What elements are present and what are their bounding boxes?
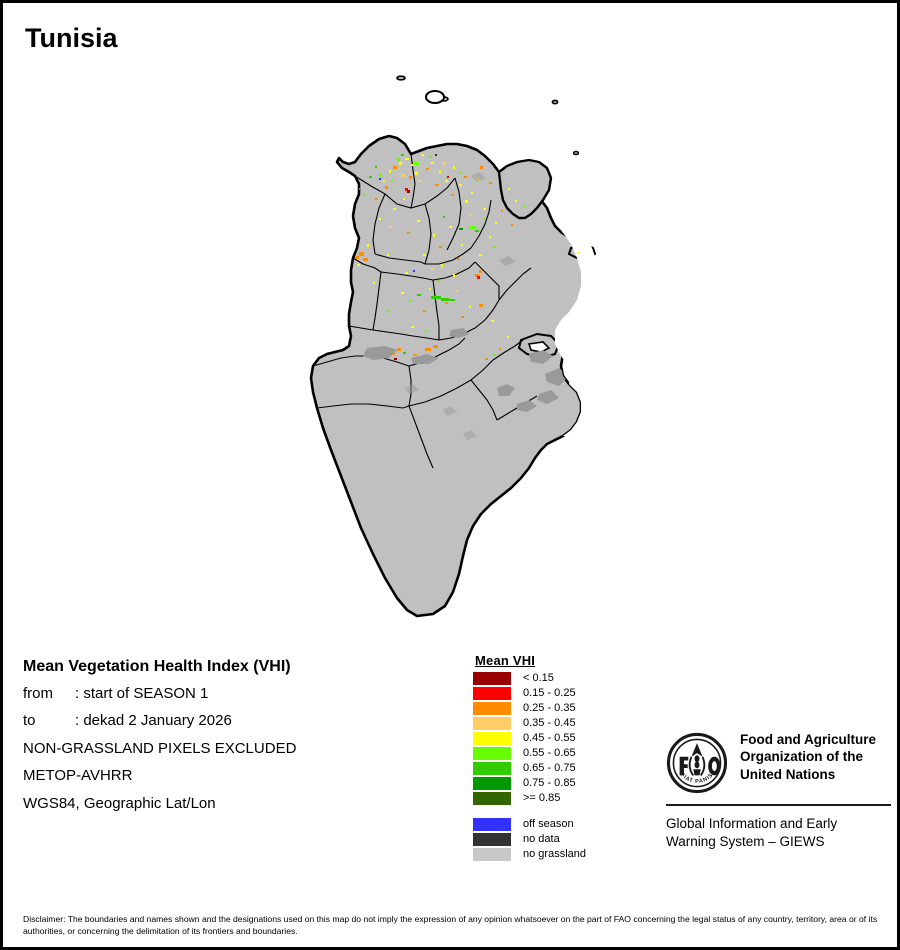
legend-label: 0.75 - 0.85 <box>523 777 576 789</box>
legend-label: >= 0.85 <box>523 792 561 804</box>
legend-label: no data <box>523 833 560 845</box>
info-to-label: to <box>23 712 36 730</box>
legend-row: no data <box>473 833 586 846</box>
legend-label: off season <box>523 818 574 830</box>
legend-swatch <box>473 672 511 685</box>
legend-title: Mean VHI <box>475 653 536 668</box>
info-to-row: to : dekad 2 January 2026 <box>23 712 443 730</box>
info-projection-line: WGS84, Geographic Lat/Lon <box>23 794 216 812</box>
map-info-block: Mean Vegetation Health Index (VHI) from:… <box>23 658 443 823</box>
legend-label: 0.55 - 0.65 <box>523 747 576 759</box>
legend-swatch <box>473 687 511 700</box>
disclaimer-text: Disclaimer: The boundaries and names sho… <box>23 914 878 937</box>
legend-label: 0.65 - 0.75 <box>523 762 576 774</box>
fao-name-line2: Organization of the <box>740 749 863 765</box>
legend-spacer <box>473 807 586 818</box>
legend-row: 0.55 - 0.65 <box>473 747 586 760</box>
legend-swatch <box>473 732 511 745</box>
legend-swatch <box>473 818 511 831</box>
legend-special-list: off season no data no grassland <box>473 818 586 861</box>
cap-bon <box>497 158 553 220</box>
info-to-value: : dekad 2 January 2026 <box>75 712 232 730</box>
info-heading: Mean Vegetation Health Index (VHI) <box>23 658 291 675</box>
info-pixels-line: NON-GRASSLAND PIXELS EXCLUDED <box>23 739 297 757</box>
fao-header: FIAT PANIS Food and Agriculture Organiza… <box>666 731 891 794</box>
legend-swatch <box>473 833 511 846</box>
legend-row: < 0.15 <box>473 672 586 685</box>
giews-line2: Warning System – GIEWS <box>666 833 825 849</box>
legend-swatch <box>473 717 511 730</box>
legend-row: 0.15 - 0.25 <box>473 687 586 700</box>
map-legend: Mean VHI < 0.15 0.15 - 0.25 0.25 - 0.35 0.3… <box>473 653 586 863</box>
fao-name: Food and Agriculture Organization of the… <box>740 731 876 783</box>
info-from-value: : start of SEASON 1 <box>75 684 209 702</box>
fao-branding: FIAT PANIS Food and Agriculture Organiza… <box>666 731 891 851</box>
landcover-patches <box>363 172 569 520</box>
legend-swatch <box>473 792 511 805</box>
legend-row: 0.45 - 0.55 <box>473 732 586 745</box>
fao-divider <box>666 804 891 806</box>
legend-swatch <box>473 747 511 760</box>
map-canvas[interactable] <box>293 58 663 638</box>
fao-name-line1: Food and Agriculture <box>740 732 876 747</box>
legend-label: 0.45 - 0.55 <box>523 732 576 744</box>
legend-swatch <box>473 702 511 715</box>
giews-name: Global Information and Early Warning Sys… <box>666 815 891 851</box>
legend-swatch <box>473 762 511 775</box>
legend-label: < 0.15 <box>523 672 554 684</box>
fao-logo-icon: FIAT PANIS <box>666 732 728 794</box>
fao-name-line3: United Nations <box>740 766 836 782</box>
tunisia-map-svg <box>293 58 663 638</box>
legend-class-list: < 0.15 0.15 - 0.25 0.25 - 0.35 0.35 - 0.45 0… <box>473 672 586 805</box>
legend-label: no grassland <box>523 848 586 860</box>
info-from-label: from <box>23 684 53 702</box>
info-from-row: from : start of SEASON 1 <box>23 684 443 703</box>
legend-row: 0.35 - 0.45 <box>473 717 586 730</box>
legend-row: >= 0.85 <box>473 792 586 805</box>
lake-bizerte <box>425 90 445 104</box>
page-title: Tunisia <box>25 23 118 53</box>
legend-label: 0.35 - 0.45 <box>523 717 576 729</box>
legend-swatch <box>473 848 511 861</box>
giews-line1: Global Information and Early <box>666 816 838 831</box>
legend-row: off season <box>473 818 586 831</box>
legend-label: 0.25 - 0.35 <box>523 702 576 714</box>
legend-row: 0.65 - 0.75 <box>473 762 586 775</box>
legend-swatch <box>473 777 511 790</box>
info-sensor-line: METOP-AVHRR <box>23 767 133 785</box>
legend-label: 0.15 - 0.25 <box>523 687 576 699</box>
legend-row: no grassland <box>473 848 586 861</box>
legend-row: 0.75 - 0.85 <box>473 777 586 790</box>
legend-row: 0.25 - 0.35 <box>473 702 586 715</box>
sea-mask-east <box>555 228 607 436</box>
